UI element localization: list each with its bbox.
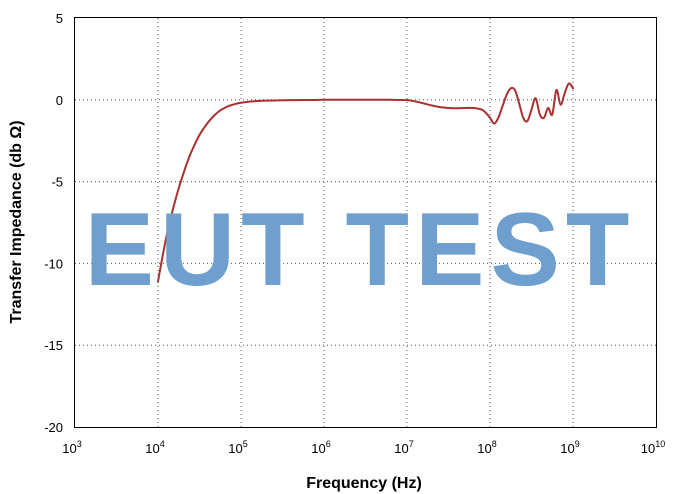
y-tick-label: -15 [44,338,63,353]
y-tick-label: -5 [51,175,63,190]
y-tick-label: 5 [56,11,63,26]
x-tick-label: 106 [311,439,330,456]
x-tick-label: 108 [477,439,496,456]
x-tick-labels: 103 104 105 106 107 108 109 1010 [62,439,665,456]
x-tick-label: 103 [62,439,81,456]
x-tick-label: 105 [228,439,247,456]
y-axis-label: Transfer Impedance (db Ω) [8,120,25,323]
watermark-text: EUT TEST [85,192,636,308]
series-layer [157,82,574,283]
x-tick-label: 107 [394,439,413,456]
plot-frame [74,17,657,428]
y-tick-label: -10 [44,256,63,271]
y-tick-labels: 5 0 -5 -10 -15 -20 [44,11,63,435]
series-line [157,82,574,283]
x-tick-label: 109 [560,439,579,456]
y-tick-label: 0 [56,93,63,108]
x-tick-label: 104 [145,439,164,456]
x-axis-label: Frequency (Hz) [306,475,422,492]
y-tick-label: -20 [44,420,63,435]
x-tick-label: 1010 [641,439,665,456]
